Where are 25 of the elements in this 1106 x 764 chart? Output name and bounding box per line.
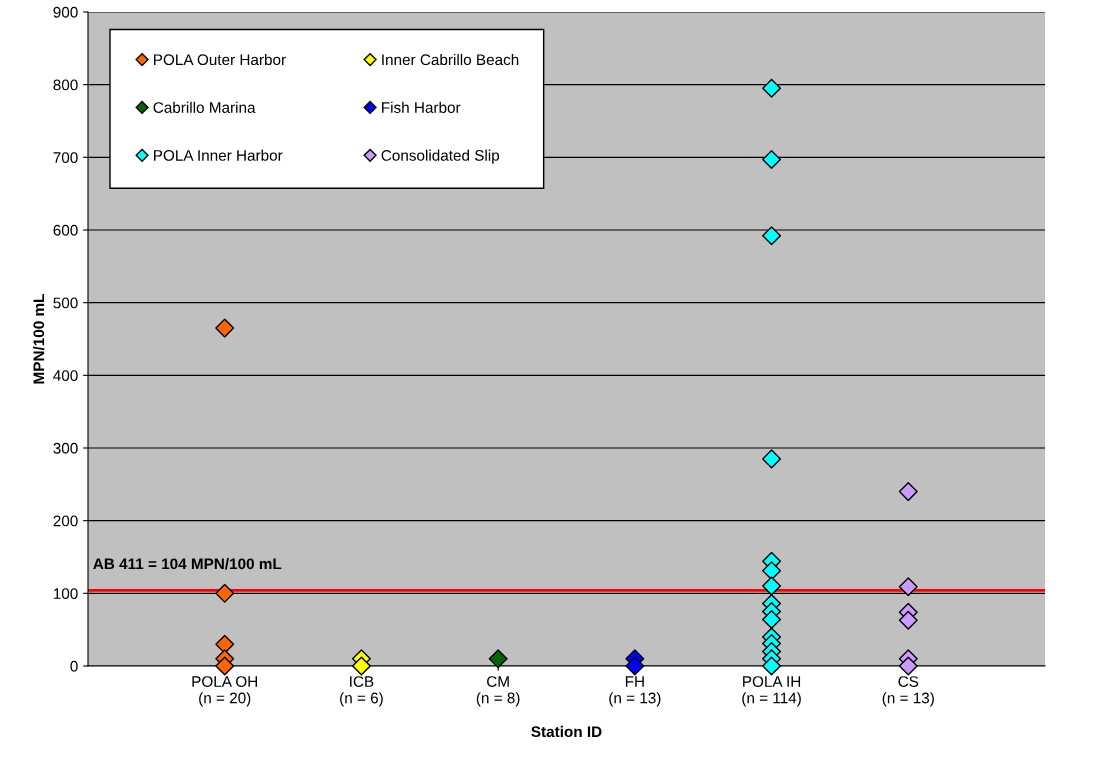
legend-label: Inner Cabrillo Beach [382,53,519,66]
y-tick-label: 300 [53,442,78,454]
x-tick-label: CS (n = 13) [882,676,934,707]
y-tick-label: 600 [53,224,78,236]
x-tick-label: POLA OH (n = 20) [192,676,258,707]
y-tick-label: 200 [53,515,78,527]
y-tick-label: 400 [53,370,78,382]
legend-label: Fish Harbor [382,101,461,113]
y-tick-label: 700 [53,152,78,164]
x-tick-label: FH (n = 13) [609,676,661,707]
y-axis-title: MPN/100 mL [32,294,45,384]
y-tick-label: 800 [53,79,78,91]
x-axis-title: Station ID [531,725,602,738]
legend-label: Consolidated Slip [381,149,500,164]
y-tick-label: 0 [70,660,78,672]
x-tick-label: ICB (n = 6) [340,676,383,707]
y-tick-label: 900 [53,6,78,18]
x-tick-label: POLA IH (n = 114) [742,676,801,707]
legend-label: POLA Outer Harbor [154,53,286,66]
x-tick-label: CM (n = 8) [476,676,520,707]
legend-label: POLA Inner Harbor [154,149,283,161]
y-tick-label: 100 [53,588,78,600]
legend-label: Cabrillo Marina [153,101,256,113]
y-tick-label: 500 [53,297,78,309]
ref-line-label: AB 411 = 104 MPN/100 mL [93,558,282,570]
